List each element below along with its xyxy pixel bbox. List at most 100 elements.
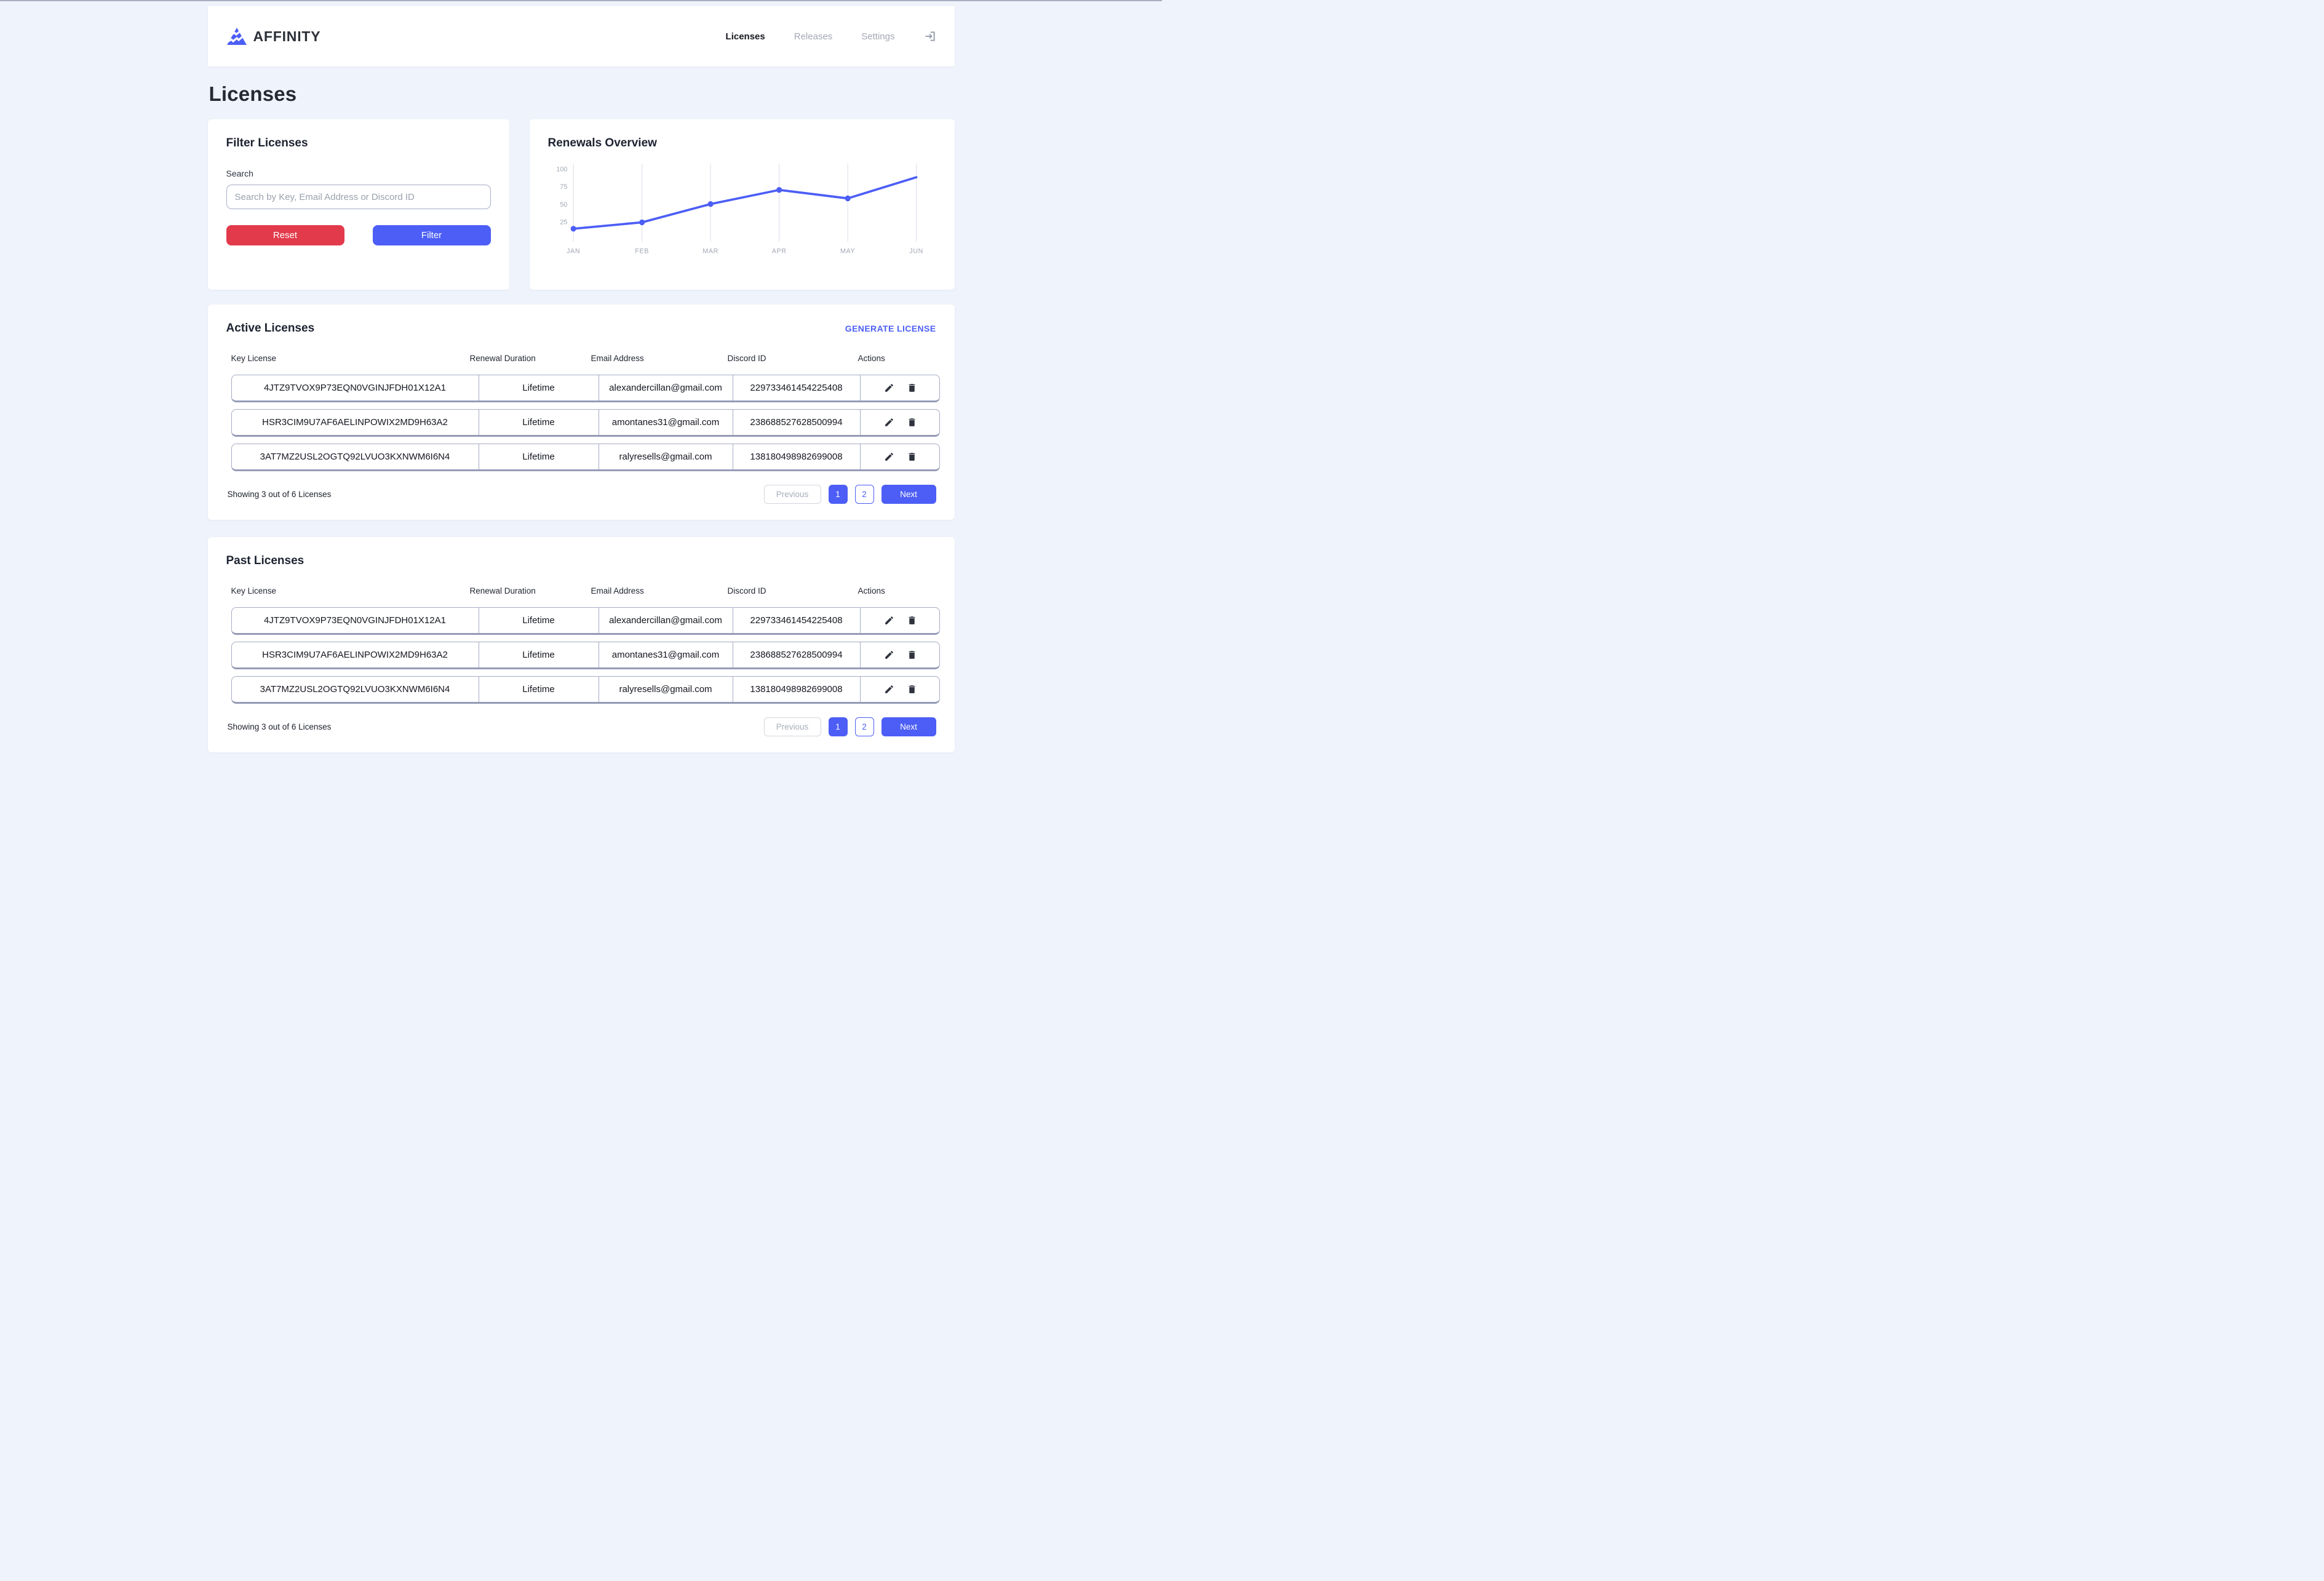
edit-icon[interactable] [884,684,894,695]
edit-icon[interactable] [884,615,894,626]
svg-text:FEB: FEB [635,247,649,255]
license-key: 3AT7MZ2USL2OGTQ92LVUO3KXNWM6I6N4 [232,444,479,469]
next-page-button[interactable]: Next [881,717,936,736]
license-email: ralyresells@gmail.com [599,444,733,469]
license-duration: Lifetime [479,642,599,667]
table-header: Key License Renewal Duration Email Addre… [231,354,940,365]
svg-text:JAN: JAN [567,247,580,255]
license-duration: Lifetime [479,375,599,400]
page-2-button[interactable]: 2 [854,717,874,736]
column-header-actions: Actions [858,586,885,595]
svg-text:75: 75 [560,183,567,191]
edit-icon[interactable] [884,383,894,393]
active-licenses-title: Active Licenses [226,322,315,335]
license-duration: Lifetime [479,608,599,633]
renewals-line-chart: 25 50 75 100 JAN FEB MAR APR MAY JUN [556,164,923,255]
page-1-button[interactable]: 1 [828,485,848,504]
table-row: HSR3CIM9U7AF6AELINPOWIX2MD9H63A2 Lifetim… [231,409,940,437]
search-label: Search [226,169,253,178]
license-discord: 229733461454225408 [733,608,861,633]
svg-text:50: 50 [560,201,567,209]
previous-page-button[interactable]: Previous [763,717,821,736]
license-email: amontanes31@gmail.com [599,642,733,667]
license-key: 4JTZ9TVOX9P73EQN0VGINJFDH01X12A1 [232,608,479,633]
search-input[interactable] [226,185,491,209]
delete-icon[interactable] [907,650,917,660]
page-content: AFFINITY Licenses Releases Settings Lice… [207,6,955,752]
license-actions [861,410,941,435]
license-discord: 229733461454225408 [733,375,861,400]
edit-icon[interactable] [884,452,894,462]
top-cards-row: Filter Licenses Search Reset Filter Rene… [207,119,955,290]
delete-icon[interactable] [907,684,917,695]
renewals-overview-card: Renewals Overview 25 50 75 100 JAN FEB MAR APR M… [529,119,955,290]
delete-icon[interactable] [907,383,917,393]
renewals-card-title: Renewals Overview [547,137,657,149]
edit-icon[interactable] [884,650,894,660]
nav-item-releases[interactable]: Releases [794,31,833,42]
license-email: amontanes31@gmail.com [599,410,733,435]
svg-text:25: 25 [560,218,567,226]
filter-buttons-row: Reset Filter [226,225,491,245]
table-row: 4JTZ9TVOX9P73EQN0VGINJFDH01X12A1 Lifetim… [231,607,940,635]
license-key: 4JTZ9TVOX9P73EQN0VGINJFDH01X12A1 [232,375,479,400]
main-nav: Licenses Releases Settings [726,30,936,42]
column-header-discord: Discord ID [727,354,766,363]
table-row: 4JTZ9TVOX9P73EQN0VGINJFDH01X12A1 Lifetim… [231,375,940,402]
license-discord: 238688527628500994 [733,642,861,667]
license-email: alexandercillan@gmail.com [599,608,733,633]
brand-name: AFFINITY [253,28,321,44]
active-licenses-card: Active Licenses GENERATE LICENSE Key Lic… [207,305,955,520]
filter-card-title: Filter Licenses [226,137,308,149]
column-header-duration: Renewal Duration [469,354,536,363]
license-actions [861,444,941,469]
svg-text:MAY: MAY [840,247,855,255]
license-discord: 138180498982699008 [733,677,861,702]
license-key: 3AT7MZ2USL2OGTQ92LVUO3KXNWM6I6N4 [232,677,479,702]
license-discord: 138180498982699008 [733,444,861,469]
column-header-email: Email Address [591,354,644,363]
license-discord: 238688527628500994 [733,410,861,435]
license-actions [861,677,941,702]
column-header-key: Key License [231,586,277,595]
next-page-button[interactable]: Next [881,485,936,504]
column-header-key: Key License [231,354,277,363]
delete-icon[interactable] [907,452,917,462]
svg-text:MAR: MAR [702,247,718,255]
license-key: HSR3CIM9U7AF6AELINPOWIX2MD9H63A2 [232,410,479,435]
edit-icon[interactable] [884,417,894,428]
page-1-button[interactable]: 1 [828,717,848,736]
reset-button[interactable]: Reset [226,225,344,245]
pagination-summary: Showing 3 out of 6 Licenses [227,722,332,731]
delete-icon[interactable] [907,615,917,626]
svg-text:100: 100 [556,165,567,173]
column-header-actions: Actions [858,354,885,363]
license-actions [861,642,941,667]
table-row: HSR3CIM9U7AF6AELINPOWIX2MD9H63A2 Lifetim… [231,642,940,669]
pagination-summary: Showing 3 out of 6 Licenses [227,490,332,499]
license-actions [861,608,941,633]
table-header: Key License Renewal Duration Email Addre… [231,586,940,597]
license-actions [861,375,941,400]
svg-text:JUN: JUN [909,247,923,255]
pagination: Previous 1 2 Next [763,485,936,504]
nav-item-settings[interactable]: Settings [861,31,895,42]
table-row: 3AT7MZ2USL2OGTQ92LVUO3KXNWM6I6N4 Lifetim… [231,676,940,704]
nav-item-licenses[interactable]: Licenses [725,31,765,42]
past-licenses-card: Past Licenses Key License Renewal Durati… [207,537,955,752]
page-title: Licenses [209,82,297,105]
delete-icon[interactable] [907,417,917,428]
brand: AFFINITY [226,27,321,46]
top-navigation-bar: AFFINITY Licenses Releases Settings [207,6,955,66]
svg-text:APR: APR [771,247,786,255]
license-duration: Lifetime [479,677,599,702]
sign-in-icon[interactable] [924,30,936,42]
generate-license-link[interactable]: GENERATE LICENSE [845,324,936,333]
column-header-duration: Renewal Duration [469,586,536,595]
license-key: HSR3CIM9U7AF6AELINPOWIX2MD9H63A2 [232,642,479,667]
filter-button[interactable]: Filter [372,225,491,245]
page-2-button[interactable]: 2 [854,485,874,504]
browser-edge-strip [0,0,1162,1]
filter-licenses-card: Filter Licenses Search Reset Filter [207,119,509,290]
previous-page-button[interactable]: Previous [763,485,821,504]
